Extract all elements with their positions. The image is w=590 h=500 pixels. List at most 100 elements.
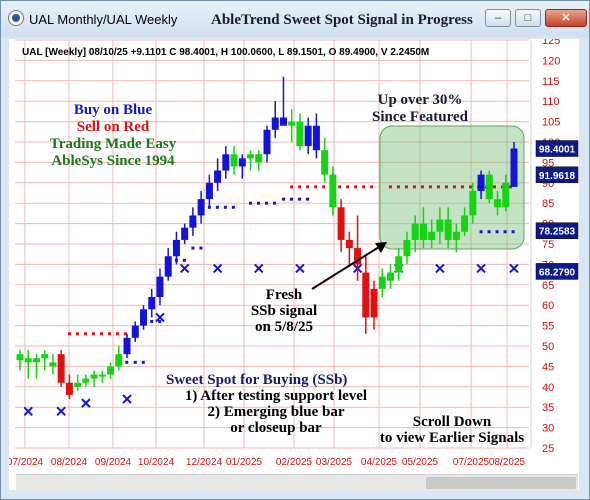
resistance-dot <box>91 332 95 336</box>
resistance-dot <box>290 185 294 189</box>
y-tick-label: 65 <box>542 280 554 292</box>
sweet-spot-rules: 1) After testing support level 2) Emergi… <box>166 388 386 436</box>
sweet-rule-1: 1) After testing support level <box>184 388 368 404</box>
candle-body <box>197 199 205 216</box>
x-marker <box>295 263 305 274</box>
resistance-dot <box>413 185 416 189</box>
candle-body <box>419 223 427 240</box>
resistance-dot <box>421 185 424 189</box>
candle-body <box>370 288 378 318</box>
x-marker <box>122 394 132 404</box>
candle-body <box>90 374 98 379</box>
resistance-dot <box>346 185 350 189</box>
support-dot <box>479 230 483 234</box>
x-tick-label: 07/2024 <box>9 457 44 468</box>
close-button[interactable]: ✕ <box>545 9 587 27</box>
x-tick-label: 09/2024 <box>95 457 132 468</box>
candle-body <box>436 219 444 232</box>
legend-since-1994: AbleSys Since 1994 <box>51 153 175 169</box>
legend-block: Buy on Blue Sell on Red Trading Made Eas… <box>48 102 178 170</box>
support-dot <box>231 205 235 209</box>
scroll-line-2: to view Earlier Signals <box>379 430 525 446</box>
candle-body <box>172 239 180 257</box>
app-icon <box>8 10 24 26</box>
candle-body <box>345 239 353 249</box>
candle-body <box>428 231 436 240</box>
candle-body <box>485 174 493 200</box>
x-marker <box>179 263 190 274</box>
resistance-dot <box>298 185 302 189</box>
scroll-annotation: Scroll Down to view Earlier Signals <box>372 414 532 446</box>
candle-body <box>395 256 403 273</box>
y-tick-label: 40 <box>542 382 554 394</box>
x-tick-label: 10/2024 <box>138 457 175 468</box>
candle-body <box>32 358 40 363</box>
x-marker <box>155 312 165 323</box>
candle-body <box>247 154 255 159</box>
candle-body <box>41 354 49 359</box>
candle-body <box>411 223 419 240</box>
sweet-rule-3: or closeup bar <box>230 420 322 436</box>
candle-body <box>469 190 477 216</box>
candle-body <box>230 154 238 167</box>
candle-body <box>140 309 147 326</box>
candle-body <box>205 182 213 200</box>
support-dot <box>125 360 129 364</box>
chart-area[interactable]: 1251201151101051009590858075706560555045… <box>9 39 579 490</box>
support-dot <box>281 197 285 201</box>
candle-body <box>255 154 263 163</box>
y-tick-label: 120 <box>542 55 560 67</box>
support-dot <box>511 230 515 234</box>
candle-body <box>263 129 271 155</box>
price-tag <box>535 222 579 239</box>
resistance-dot <box>123 332 127 336</box>
price-tag <box>535 263 579 280</box>
resistance-dot <box>75 332 79 336</box>
candle-body <box>222 154 230 171</box>
support-dot <box>305 197 309 201</box>
price-tag-label: 91.9618 <box>539 171 576 182</box>
candle-body <box>321 150 329 175</box>
up-line-1: Up over 30% <box>377 92 463 108</box>
y-tick-label: 115 <box>542 76 560 88</box>
scrollbar-thumb[interactable] <box>426 477 576 489</box>
resistance-dot <box>445 185 448 189</box>
y-tick-label: 30 <box>542 423 554 435</box>
x-marker <box>476 263 486 274</box>
support-dot <box>199 246 203 250</box>
candle-body <box>296 121 304 147</box>
resistance-dot <box>429 185 432 189</box>
sweet-rule-2: 2) Emerging blue bar <box>207 404 345 420</box>
support-dot <box>297 197 301 201</box>
candle-body <box>57 354 65 383</box>
candle-body <box>49 362 57 367</box>
minimize-button[interactable]: – <box>485 9 511 27</box>
candle-body <box>494 199 502 208</box>
candle-body <box>107 366 115 375</box>
candle-body <box>444 219 452 240</box>
window-title: UAL Monthly/UAL Weekly <box>29 12 178 27</box>
resistance-dot <box>354 185 358 189</box>
support-dot <box>141 360 145 364</box>
candle-body <box>452 231 460 240</box>
candle-body <box>82 378 90 383</box>
maximize-button[interactable]: □ <box>515 9 541 27</box>
candle-body <box>115 354 123 367</box>
x-tick-label: 05/2025 <box>402 457 439 468</box>
resistance-dot <box>405 185 408 189</box>
horizontal-scrollbar[interactable] <box>16 474 578 491</box>
resistance-dot <box>437 185 440 189</box>
support-dot <box>273 201 277 205</box>
candle-body <box>279 117 287 126</box>
resistance-dot <box>99 332 103 336</box>
resistance-dot <box>389 185 392 189</box>
title-bar[interactable]: UAL Monthly/UAL Weekly AbleTrend Sweet S… <box>1 1 589 37</box>
x-tick-label: 01/2025 <box>226 457 263 468</box>
resistance-dot <box>362 185 366 189</box>
sweet-spot-title: Sweet Spot for Buying (SSb) <box>166 372 348 388</box>
y-tick-label: 45 <box>542 361 554 373</box>
candle-body <box>65 382 73 395</box>
candle-body <box>337 207 345 240</box>
resistance-dot <box>469 185 472 189</box>
candle-body <box>354 248 362 265</box>
